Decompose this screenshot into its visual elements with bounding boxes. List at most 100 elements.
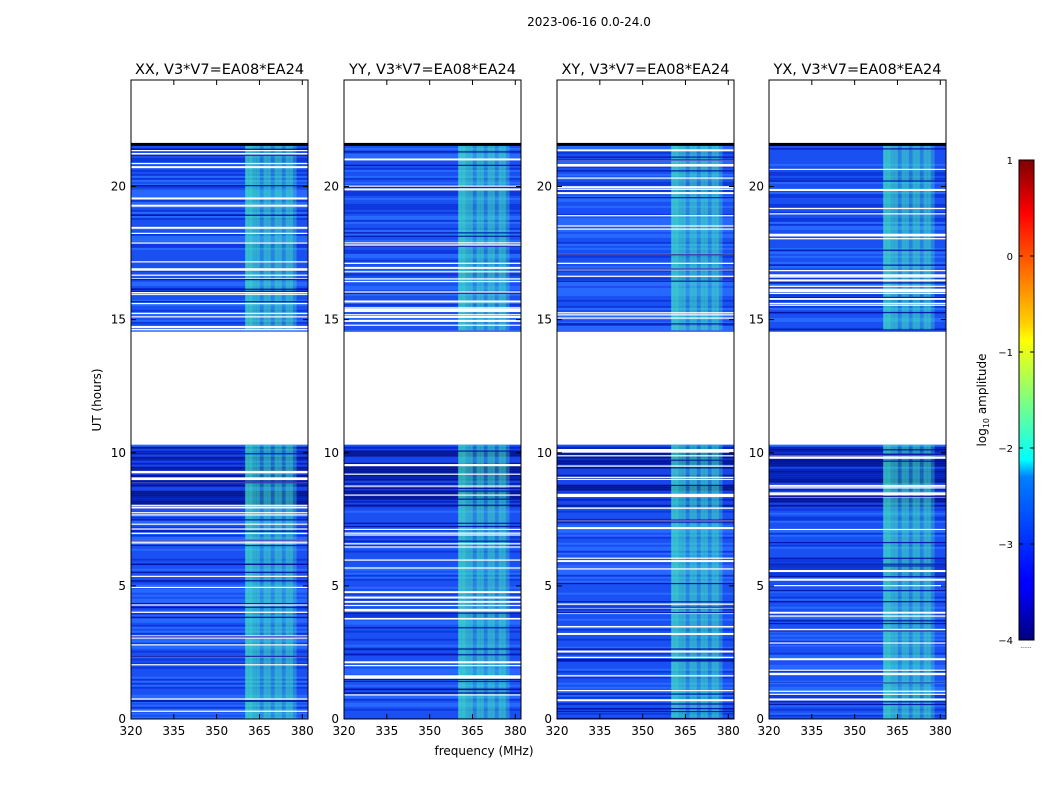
rfi-column: [912, 444, 917, 719]
noise-row: [344, 161, 521, 164]
dark-row: [131, 482, 308, 484]
flagged-row: [769, 484, 946, 487]
rfi-column: [682, 143, 686, 331]
flagged-row: [769, 302, 946, 305]
noise-row: [344, 658, 521, 661]
dark-row: [769, 148, 946, 150]
noise-row: [557, 480, 734, 483]
noise-row: [344, 638, 521, 641]
noise-row: [344, 293, 521, 296]
flagged-row: [131, 274, 308, 276]
noise-row: [769, 245, 946, 248]
flagged-row: [344, 601, 521, 603]
noise-row: [557, 682, 734, 685]
dark-row: [131, 278, 308, 281]
noise-row: [344, 692, 521, 695]
noise-row: [131, 708, 308, 711]
flagged-row: [769, 279, 946, 282]
noise-row: [344, 632, 521, 635]
dark-row: [769, 682, 946, 684]
flagged-row: [344, 308, 521, 310]
flagged-row: [557, 215, 734, 217]
noise-row: [557, 592, 734, 595]
rfi-column: [715, 444, 719, 719]
noise-row: [344, 207, 521, 210]
noise-row: [131, 654, 308, 657]
dark-row: [769, 453, 946, 455]
noise-row: [769, 538, 946, 541]
noise-row: [344, 480, 521, 483]
noise-row: [769, 163, 946, 166]
noise-row: [131, 484, 308, 487]
noise-row: [344, 698, 521, 701]
noise-row: [769, 490, 946, 493]
x-tick-label: 350: [843, 724, 866, 738]
noise-row: [557, 281, 734, 284]
flagged-row: [344, 534, 521, 536]
noise-row: [769, 560, 946, 563]
noise-row: [557, 554, 734, 557]
noise-row: [769, 197, 946, 200]
flagged-row: [557, 188, 734, 190]
noise-row: [131, 261, 308, 264]
noise-row: [557, 159, 734, 162]
rfi-column: [491, 444, 495, 719]
colorbar-label-tail: amplitude: [975, 354, 989, 418]
noise-row: [769, 235, 946, 238]
noise-row: [131, 221, 308, 224]
rfi-column: [461, 444, 466, 719]
rfi-column: [461, 143, 466, 331]
noise-row: [769, 251, 946, 254]
dark-row: [344, 292, 521, 294]
flagged-row: [344, 464, 521, 467]
noise-row: [131, 516, 308, 519]
noise-row: [344, 524, 521, 527]
noise-row: [557, 504, 734, 507]
noise-row: [344, 191, 521, 194]
flagged-row: [557, 632, 734, 635]
noise-row: [131, 580, 308, 583]
rfi-column: [245, 143, 249, 331]
flagged-row: [769, 292, 946, 295]
dark-row: [131, 636, 308, 638]
flagged-row: [769, 487, 946, 489]
noise-row: [344, 620, 521, 623]
noise-row: [344, 580, 521, 583]
rfi-column: [259, 143, 264, 331]
noise-row: [344, 201, 521, 204]
flagged-row: [131, 162, 308, 165]
noise-row: [557, 566, 734, 569]
noise-row: [344, 237, 521, 240]
noise-row: [131, 630, 308, 633]
x-tick-label: 380: [291, 724, 314, 738]
noise-row: [769, 596, 946, 599]
rfi-column: [923, 444, 928, 719]
noise-row: [557, 225, 734, 228]
flagged-row: [344, 543, 521, 545]
noise-row: [769, 512, 946, 515]
dark-row: [344, 522, 521, 524]
noise-row: [344, 149, 521, 152]
flagged-row: [131, 149, 308, 152]
noise-row: [344, 145, 521, 148]
y-tick-label: 5: [544, 579, 552, 593]
noise-row: [131, 448, 308, 451]
flagged-row: [557, 493, 734, 496]
noise-row: [557, 289, 734, 292]
noise-row: [557, 229, 734, 232]
noise-row: [131, 307, 308, 310]
noise-row: [557, 536, 734, 539]
flagged-row: [344, 307, 521, 309]
flagged-row: [131, 261, 308, 263]
noise-row: [344, 662, 521, 665]
rfi-column: [715, 143, 719, 331]
flagged-row: [557, 275, 734, 277]
flagged-row: [769, 456, 946, 458]
flagged-row: [769, 693, 946, 695]
noise-row: [557, 221, 734, 224]
rfi-column: [270, 143, 275, 331]
dark-row: [557, 717, 734, 719]
noise-row: [344, 654, 521, 657]
noise-row: [131, 482, 308, 485]
flagged-row: [557, 449, 734, 452]
